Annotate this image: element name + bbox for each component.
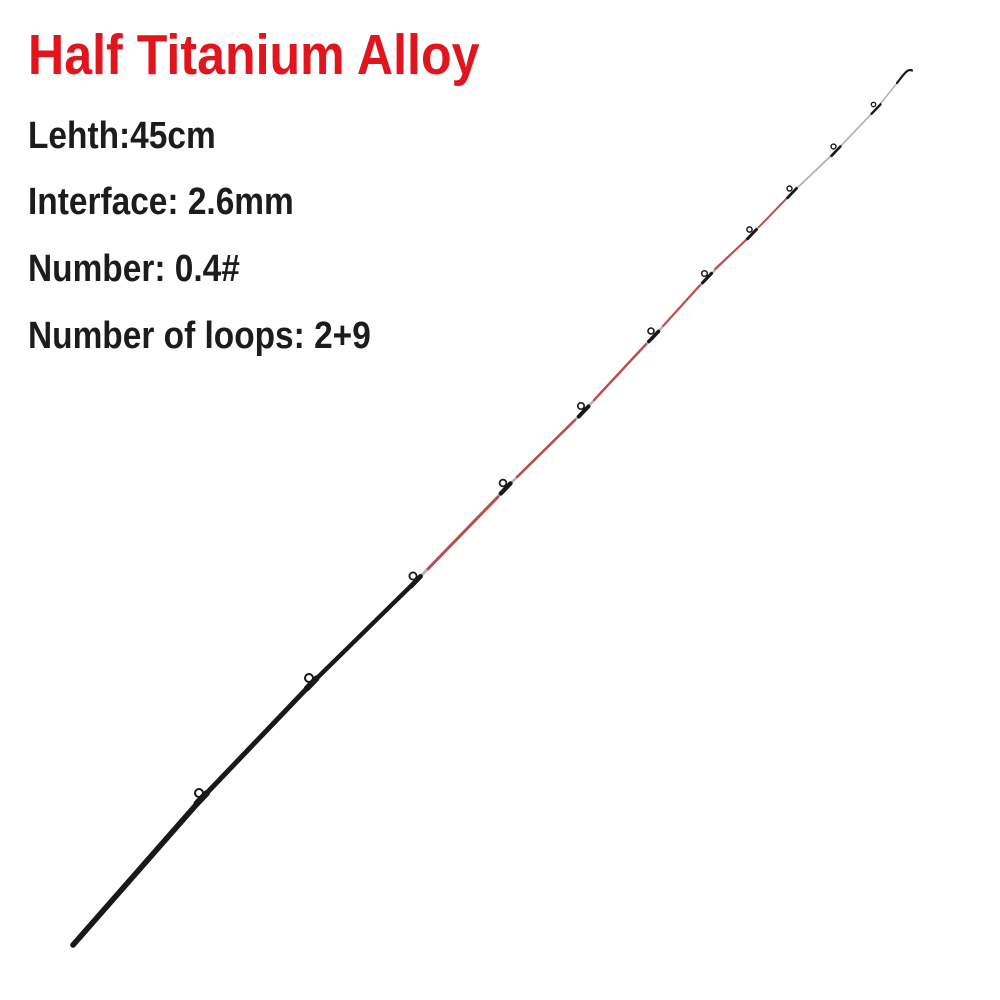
spec-number: Number: 0.4# (28, 248, 240, 290)
spec-interface: Interface: 2.6mm (28, 181, 294, 223)
product-title: Half Titanium Alloy (28, 23, 480, 87)
rod-guide-loop (576, 401, 591, 419)
spec-length: Lehth:45cm (28, 115, 216, 157)
rod-guide-loop (786, 185, 798, 200)
rod-guide-loop (303, 673, 320, 692)
rod-guide-loop (830, 143, 842, 158)
rod-guide-loop (700, 269, 714, 285)
rod-guide-loop (498, 478, 513, 496)
rod-guide-loop (746, 226, 758, 241)
rod-guide-loop (646, 327, 661, 344)
rod-guide-loop (408, 571, 423, 589)
spec-loop-count: Number of loops: 2+9 (28, 315, 371, 357)
rod-guide-loop (193, 788, 210, 807)
rod-red-sections (426, 197, 788, 571)
rod-lower-shaft (70, 577, 420, 948)
rod-guide-loop (870, 101, 882, 116)
rod-tip-guide (895, 68, 914, 85)
